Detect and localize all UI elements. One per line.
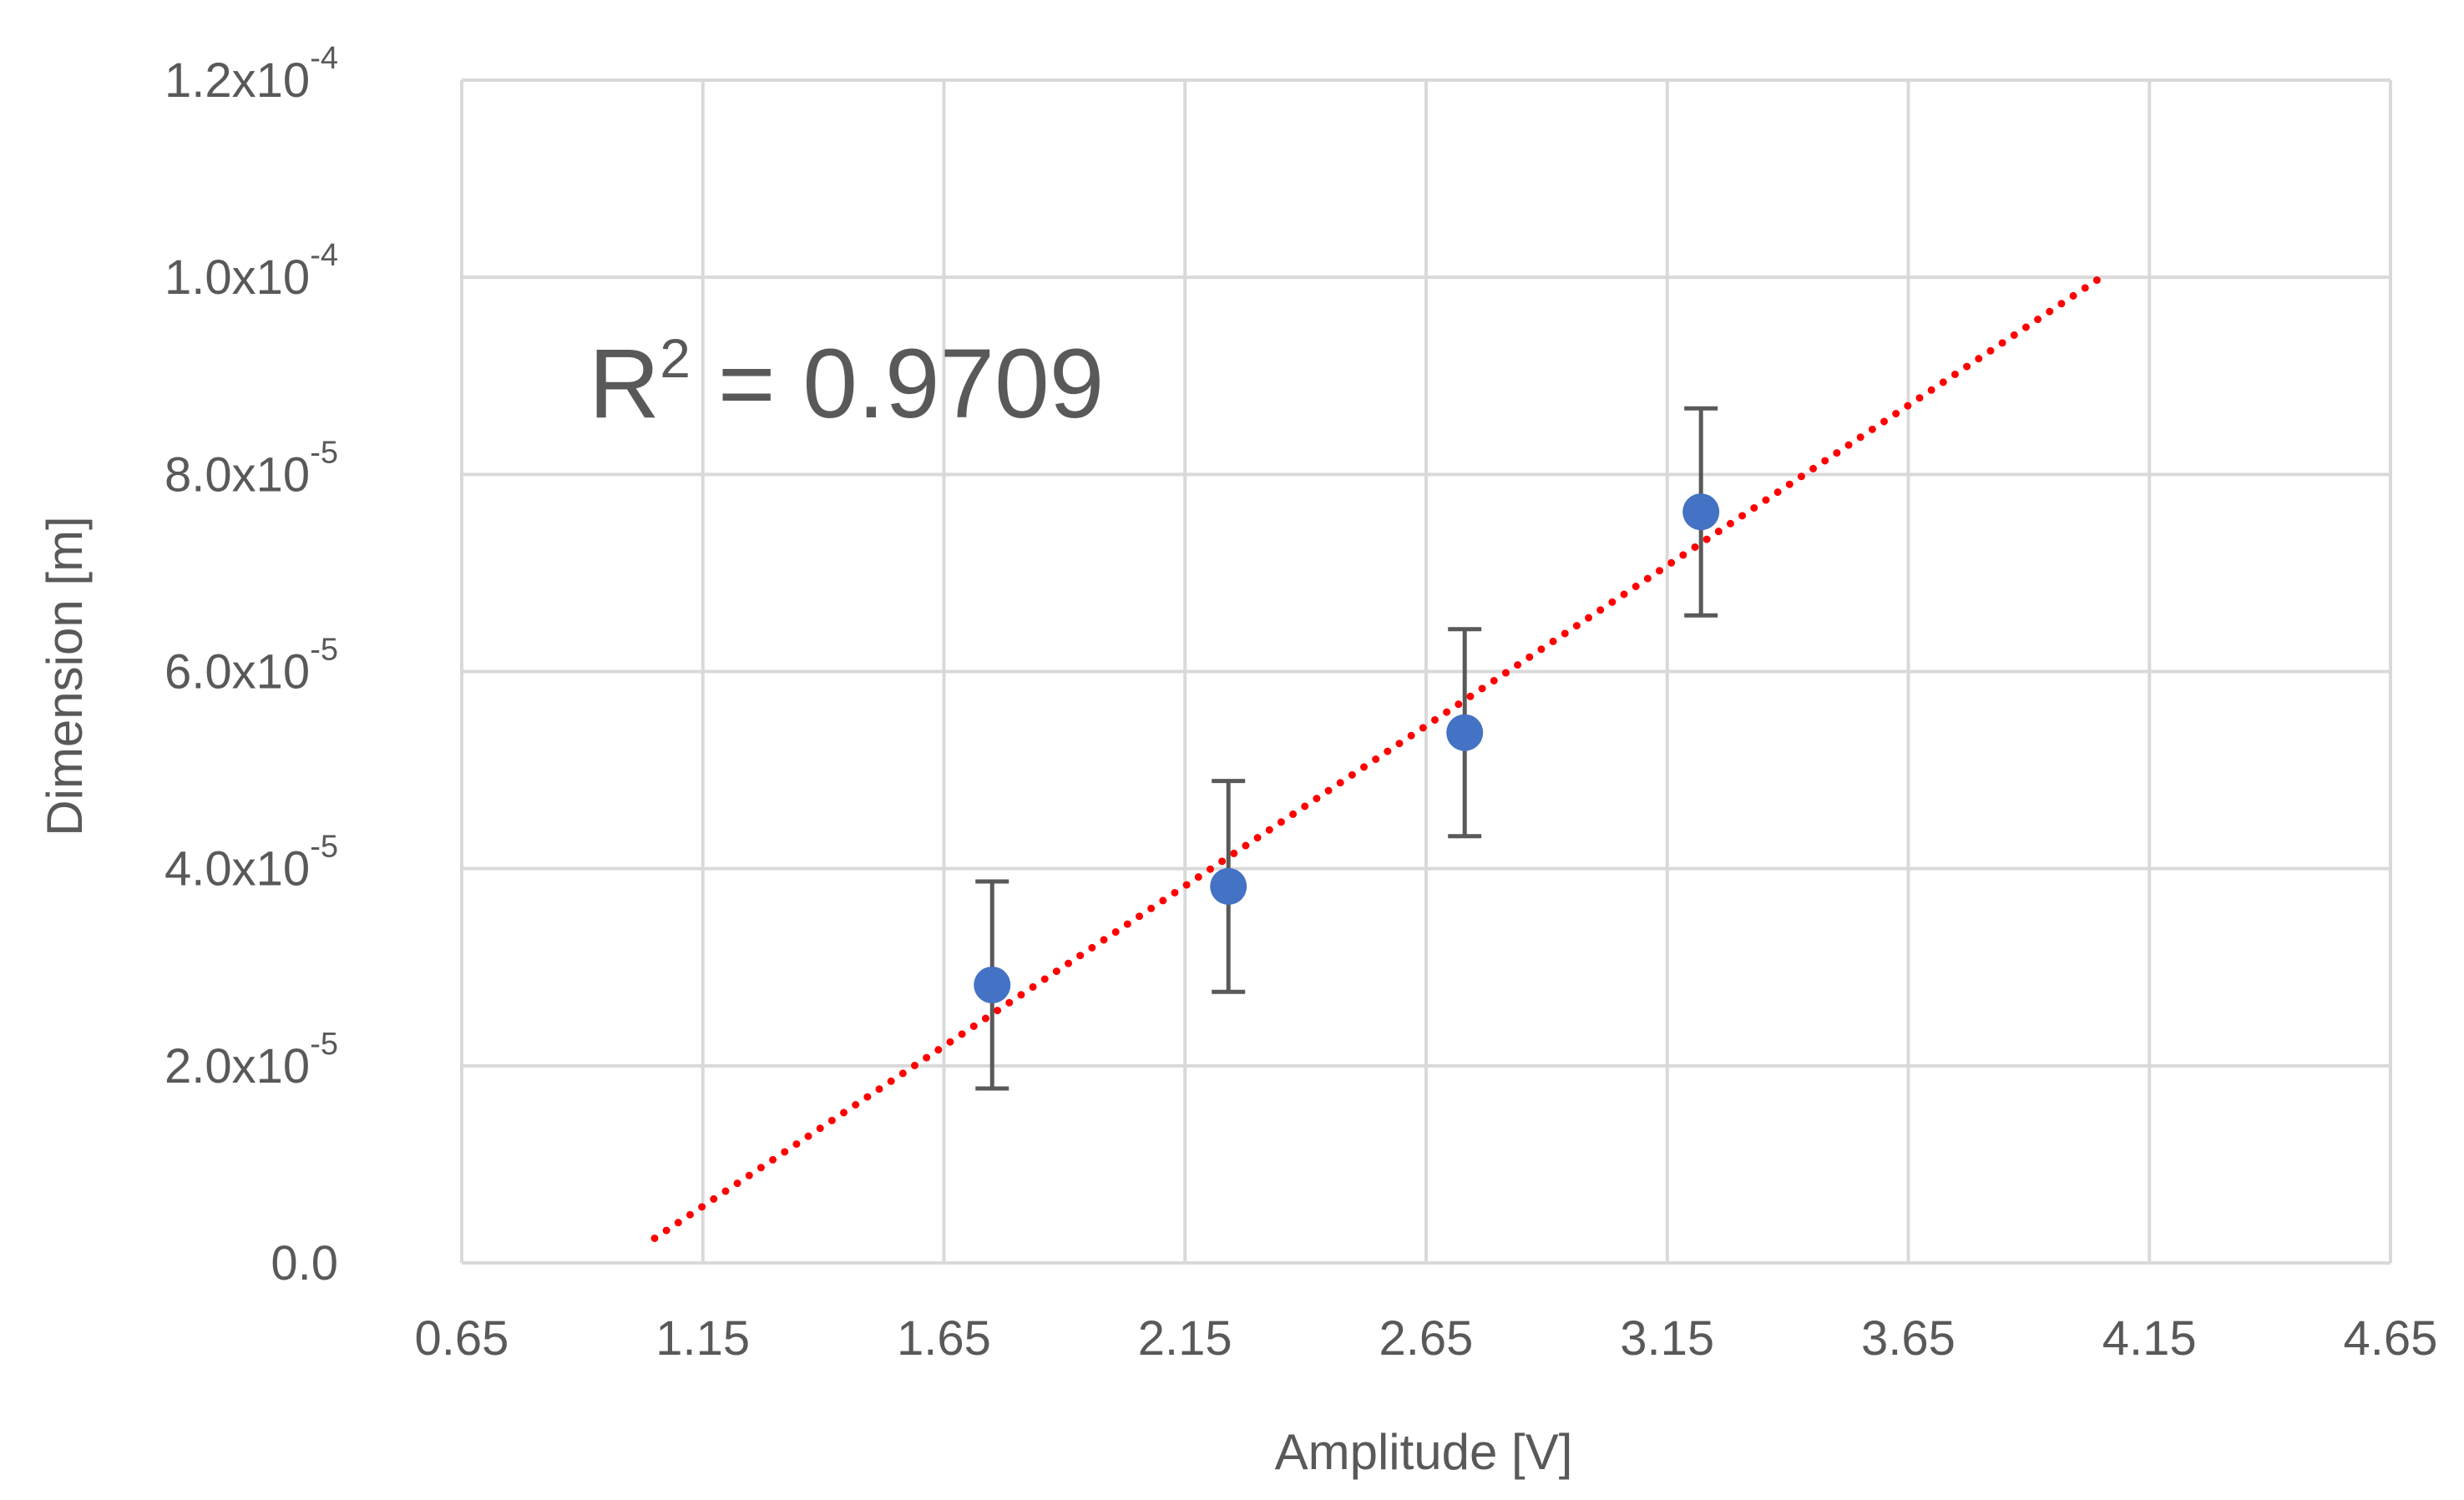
trendline: [650, 273, 2105, 1242]
x-tick-label: 2.15: [1138, 1311, 1232, 1366]
trendline-layer: [650, 273, 2105, 1242]
error-bars: [975, 406, 1718, 1091]
x-tick-label: 4.65: [2344, 1311, 2438, 1366]
x-tick-label: 3.15: [1620, 1311, 1714, 1366]
y-tick-label: 0.0: [271, 1236, 338, 1290]
x-tick-label: 4.15: [2102, 1311, 2197, 1366]
r-squared-base: R: [589, 329, 660, 439]
data-point: [974, 967, 1011, 1004]
x-tick-label: 1.15: [655, 1311, 750, 1366]
y-axis-ticks: 0.0 2.0x10-5 4.0x10-5 6.0x10-5 8.0x10-5 1.0x1…: [164, 41, 338, 1290]
chart-grid: [460, 78, 2392, 1265]
y-tick-label: 6.0x10-5: [164, 633, 338, 699]
y-tick-label: 4.0x10-5: [164, 830, 338, 896]
r-squared-superscript: 2: [660, 327, 691, 389]
data-point: [1682, 493, 1720, 531]
r-squared-value: = 0.9709: [691, 329, 1104, 439]
y-tick-label: 8.0x10-5: [164, 435, 338, 502]
data-point: [1210, 867, 1247, 905]
x-tick-label: 3.65: [1861, 1311, 1956, 1366]
y-axis-title: Dimension [m]: [37, 516, 93, 836]
y-tick-label: 1.0x10-4: [164, 238, 338, 305]
x-tick-label: 0.65: [415, 1311, 509, 1366]
x-tick-label: 1.65: [897, 1311, 991, 1366]
x-axis-title: Amplitude [V]: [1275, 1424, 1573, 1480]
x-tick-label: 2.65: [1379, 1311, 1474, 1366]
x-axis-ticks: 0.65 1.15 1.65 2.15 2.65 3.15 3.65 4.15 4.65: [415, 1311, 2438, 1366]
data-point: [1446, 714, 1484, 751]
r-squared-annotation: R2 = 0.9709: [589, 327, 1104, 439]
y-tick-label: 1.2x10-4: [164, 41, 338, 108]
data-points: [974, 493, 1720, 1004]
y-tick-label: 2.0x10-5: [164, 1027, 338, 1093]
